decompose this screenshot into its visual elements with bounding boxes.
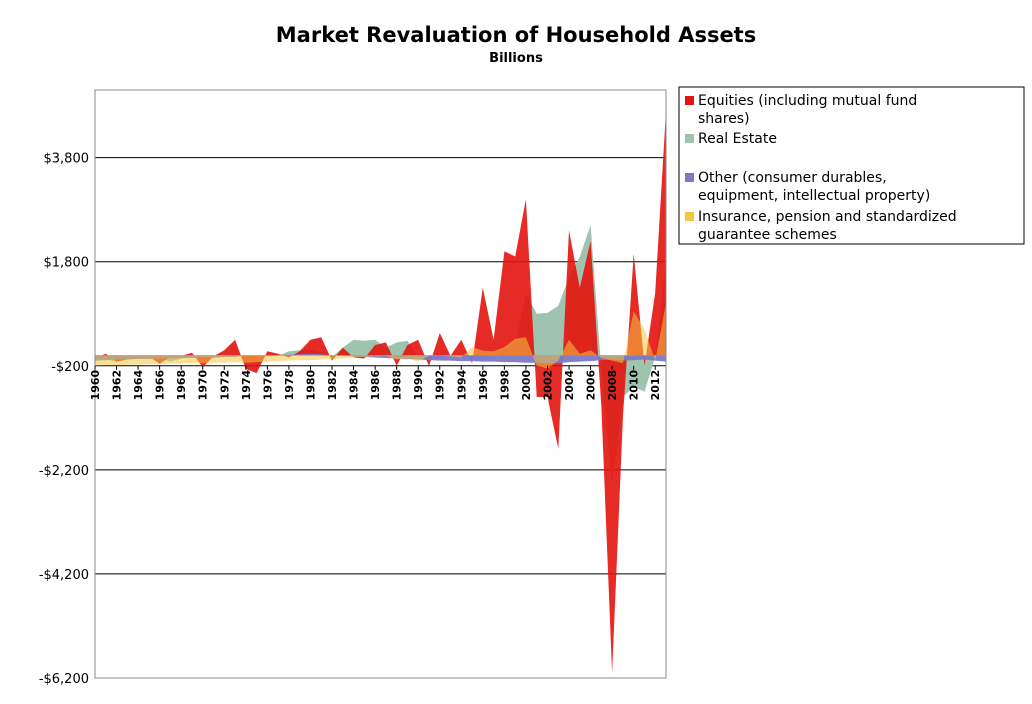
x-tick-label: 1978 <box>283 370 296 401</box>
legend-swatch <box>685 134 694 143</box>
x-tick-label: 1976 <box>261 369 274 400</box>
legend-label: Equities (including mutual fund <box>698 93 917 109</box>
x-tick-label: 1960 <box>89 369 102 400</box>
legend: Equities (including mutual fund shares) Re… <box>678 86 1025 245</box>
x-tick-label: 1994 <box>455 369 468 400</box>
x-tick-label: 1998 <box>498 370 511 401</box>
x-tick-label: 1996 <box>477 369 490 400</box>
plot-background <box>95 90 666 678</box>
x-tick-label: 2004 <box>563 369 576 400</box>
x-tick-label: 1982 <box>326 370 339 401</box>
x-tick-label: 1984 <box>348 369 361 400</box>
legend-label: shares) <box>698 111 750 127</box>
legend-label: Other (consumer durables, <box>698 170 887 186</box>
y-tick-label: -$2,200 <box>39 464 89 479</box>
x-tick-label: 2002 <box>541 370 554 401</box>
x-tick-label: 2008 <box>606 370 619 401</box>
x-tick-label: 1972 <box>218 370 231 401</box>
plot-border <box>94 89 667 679</box>
legend-swatch <box>685 96 694 105</box>
x-tick-label: 2012 <box>649 370 662 401</box>
y-tick-label: $3,800 <box>44 152 90 167</box>
x-tick-label: 1992 <box>434 370 447 401</box>
chart-subtitle: Billions <box>489 51 543 66</box>
plot-area <box>95 90 666 678</box>
legend-label: Insurance, pension and standardized <box>698 209 957 225</box>
x-tick-label: 1974 <box>240 369 253 400</box>
x-tick-label: 2000 <box>520 369 533 400</box>
y-tick-label: -$200 <box>51 360 89 375</box>
legend-swatch <box>685 212 694 221</box>
x-tick-label: 1970 <box>197 369 210 400</box>
x-tick-label: 1966 <box>154 369 167 400</box>
chart-title: Market Revaluation of Household Assets <box>276 23 756 47</box>
x-tick-label: 1962 <box>111 370 124 401</box>
x-tick-label: 1988 <box>391 370 404 401</box>
x-tick-label: 1964 <box>132 369 145 400</box>
legend-label: Real Estate <box>698 131 777 147</box>
series-area <box>95 110 666 673</box>
legend-box <box>678 86 1025 245</box>
x-tick-label: 1980 <box>304 369 317 400</box>
y-tick-label: -$4,200 <box>39 568 89 583</box>
axes: -$6,200 -$4,200 -$2,200 -$200 $1,800 $3,800 19… <box>39 89 667 687</box>
y-tick-label: $1,800 <box>44 256 90 271</box>
x-tick-label: 2006 <box>585 369 598 400</box>
y-tick-label: -$6,200 <box>39 672 89 687</box>
x-tick-label: 1986 <box>369 369 382 400</box>
series-area <box>95 303 666 369</box>
legend-label: equipment, intellectual property) <box>698 188 930 204</box>
legend-swatch <box>685 173 694 182</box>
legend-label: guarantee schemes <box>698 227 837 243</box>
x-tick-label: 1968 <box>175 370 188 401</box>
x-tick-label: 2010 <box>628 369 641 400</box>
series-areas <box>95 110 666 673</box>
x-tick-label: 1990 <box>412 369 425 400</box>
